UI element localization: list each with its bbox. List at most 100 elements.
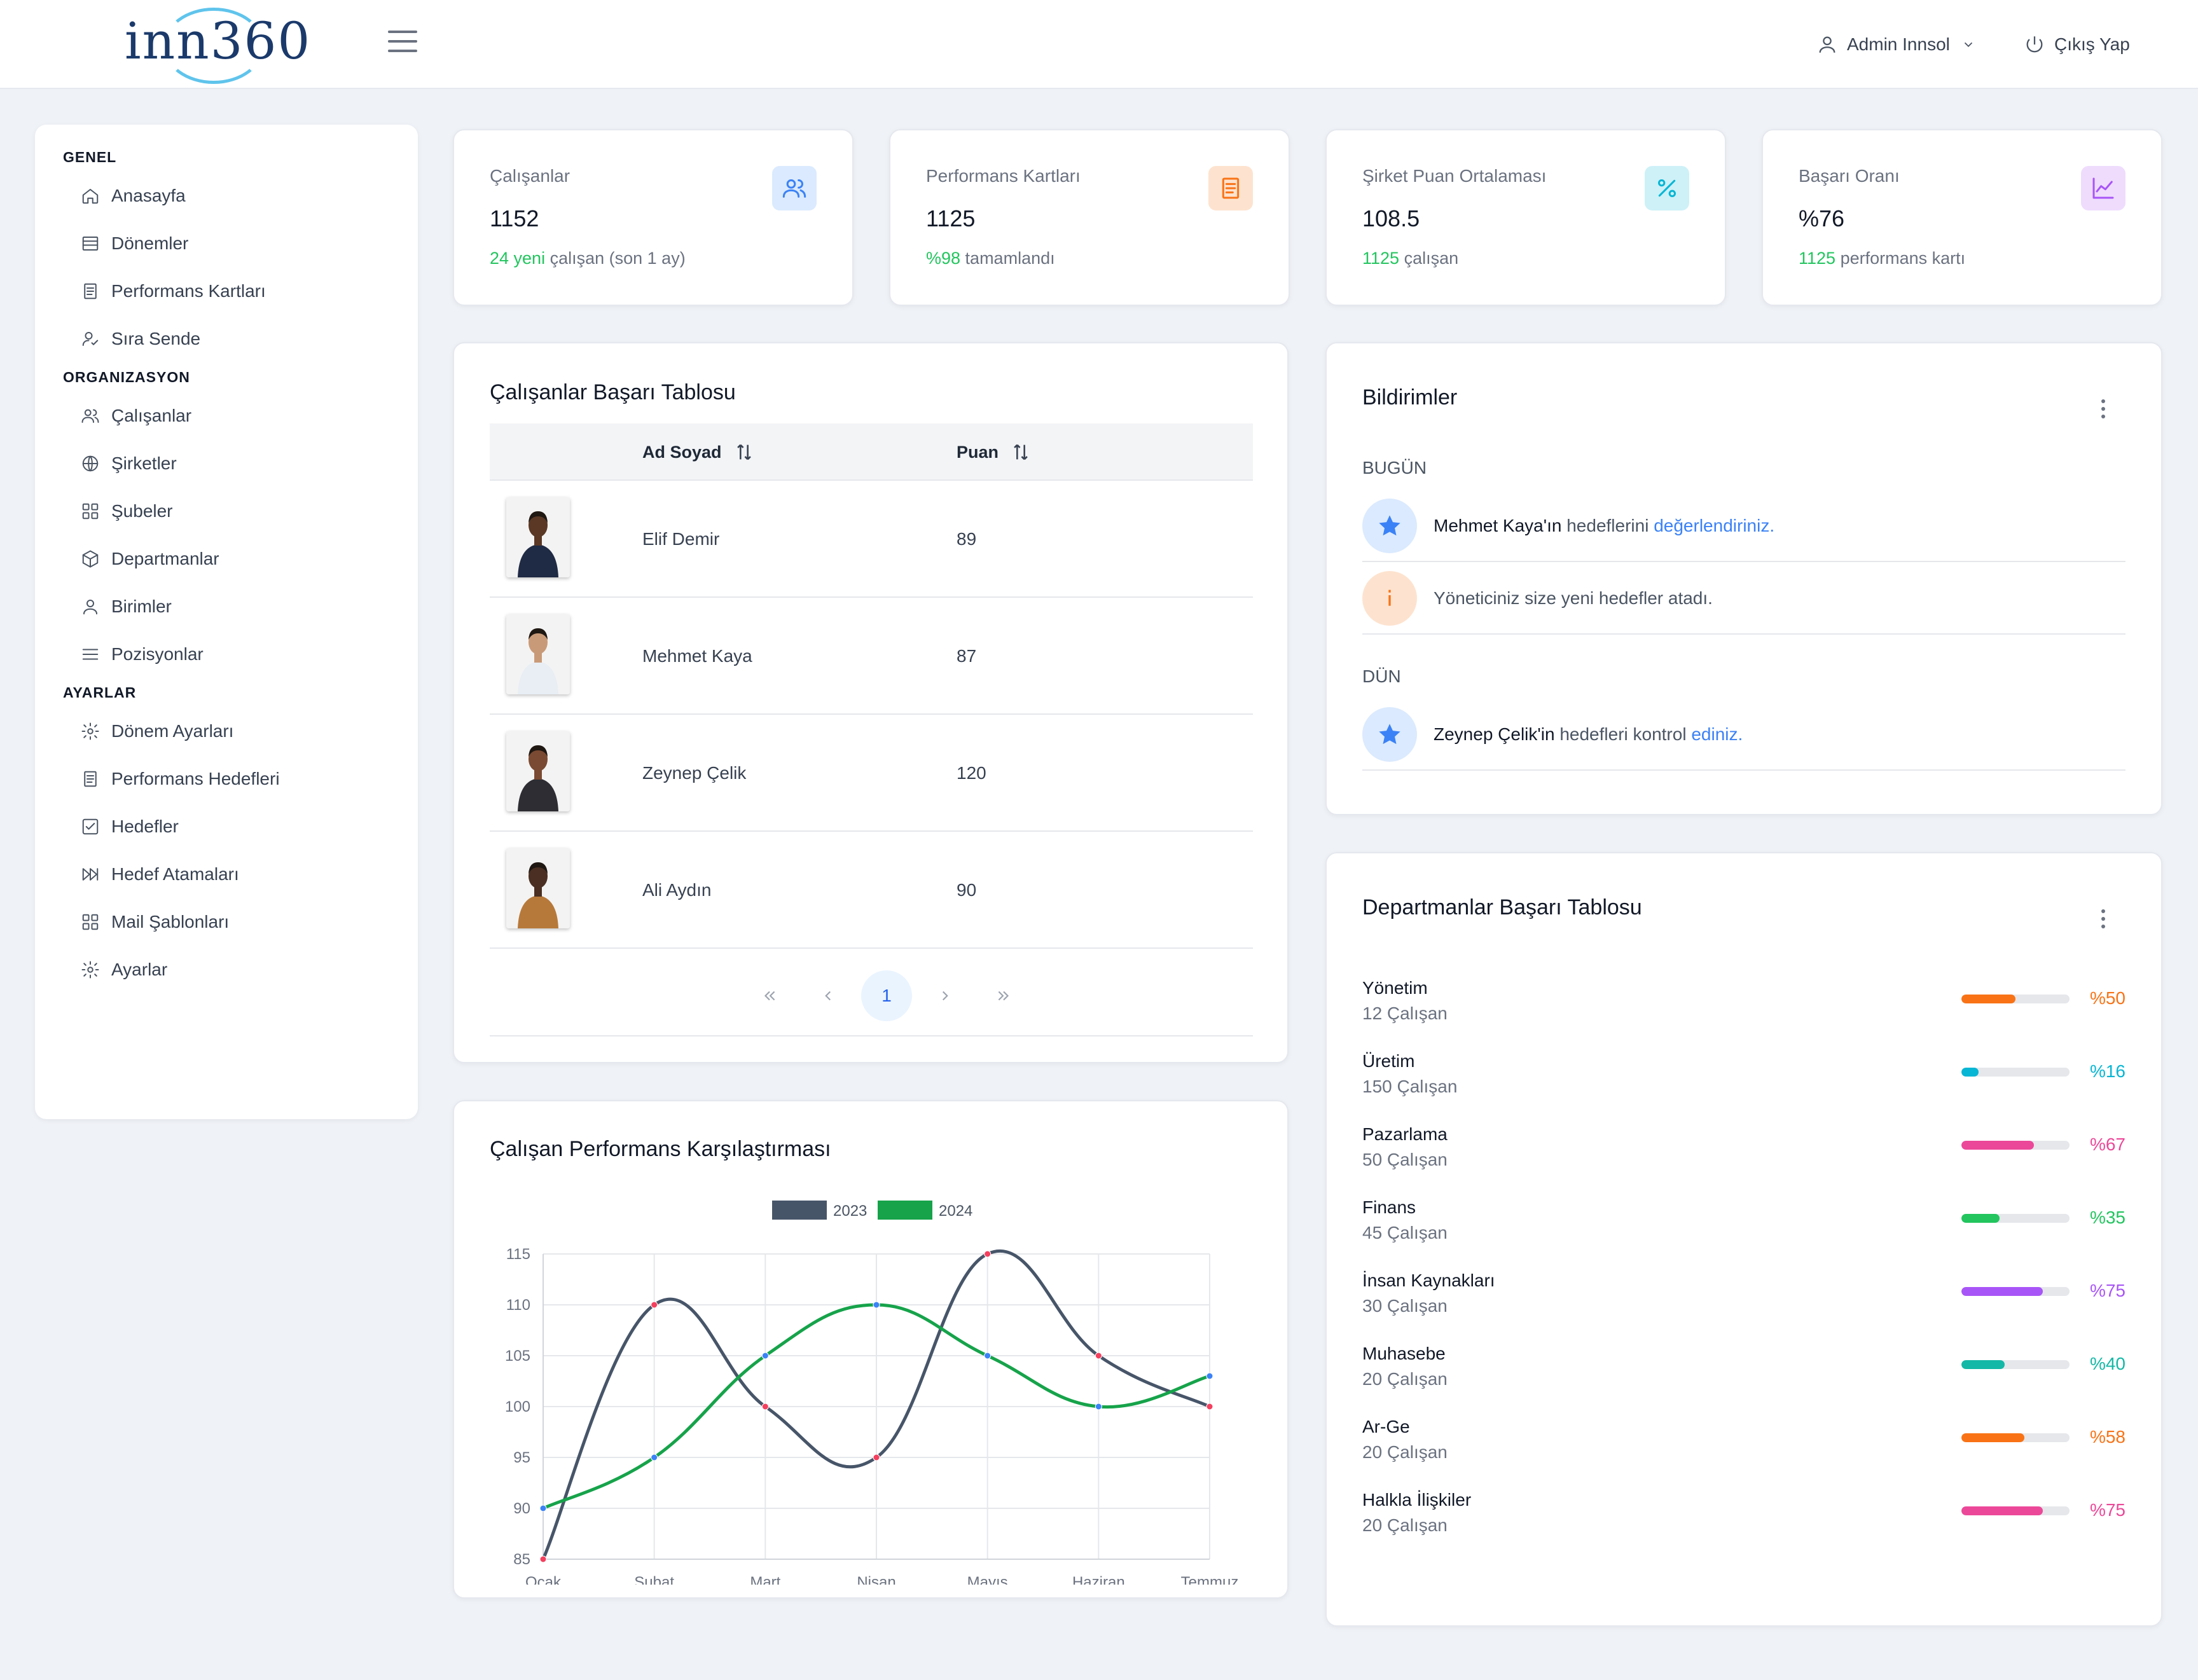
department-item[interactable]: İnsan Kaynakları 30 Çalışan %75 (1362, 1270, 2125, 1334)
series-line-2023 (541, 1249, 1211, 1560)
department-item[interactable]: Halkla İlişkiler 20 Çalışan %75 (1362, 1490, 2125, 1553)
department-item[interactable]: Pazarlama 50 Çalışan %67 (1362, 1124, 2125, 1188)
user-check-icon (81, 329, 100, 348)
notification-link[interactable]: değerlendiriniz. (1654, 516, 1775, 535)
notification-link[interactable]: ediniz. (1691, 724, 1743, 744)
stat-value: 1152 (490, 205, 539, 231)
prev-page-button[interactable] (803, 970, 854, 1021)
sidebar-item-dönemler[interactable]: Dönemler (81, 226, 399, 261)
sidebar-item-departmanlar[interactable]: Departmanlar (81, 541, 399, 577)
notification-message: hedefleri kontrol (1554, 724, 1692, 744)
sidebar-item-şirketler[interactable]: Şirketler (81, 446, 399, 481)
department-item[interactable]: Ar-Ge 20 Çalışan %58 (1362, 1417, 2125, 1480)
employee-score: 89 (957, 529, 977, 549)
table-row[interactable]: Ali Aydın 90 (490, 832, 1253, 949)
logout-button[interactable]: Çıkış Yap (2024, 31, 2130, 59)
legend-swatch-2024 (878, 1201, 932, 1220)
department-name: Halkla İlişkiler (1362, 1490, 1472, 1510)
globe-icon (81, 454, 100, 473)
x-tick-label: Şubat (634, 1574, 674, 1585)
department-progress-fill (1961, 1287, 2043, 1296)
department-progress-bar (1961, 995, 2070, 1003)
sort-score-header[interactable]: Puan (957, 441, 1032, 463)
employee-score: 87 (957, 646, 977, 666)
menu-toggle-button[interactable] (388, 31, 417, 56)
department-percent: %58 (2089, 1427, 2125, 1447)
document-icon (81, 769, 100, 788)
percent-icon (1645, 166, 1689, 210)
data-point-2023 (761, 1403, 769, 1410)
department-count: 150 Çalışan (1362, 1077, 1458, 1096)
stat-card: Performans Kartları 1125 %98 tamamlandı (889, 129, 1290, 306)
sidebar-item-pozisyonlar[interactable]: Pozisyonlar (81, 637, 399, 672)
stat-value: 108.5 (1362, 205, 1420, 231)
data-point-2024 (761, 1352, 769, 1360)
next-page-button[interactable] (920, 970, 971, 1021)
sidebar-item-performans-hedefleri[interactable]: Performans Hedefleri (81, 761, 399, 797)
table-row[interactable]: Elif Demir 89 (490, 481, 1253, 598)
grid-icon (81, 502, 100, 521)
sidebar-item-ayarlar[interactable]: Ayarlar (81, 952, 399, 988)
first-page-button[interactable] (744, 970, 795, 1021)
sidebar-item-şubeler[interactable]: Şubeler (81, 493, 399, 529)
employee-name: Elif Demir (642, 529, 720, 549)
legend-label: 2023 (833, 1202, 867, 1220)
data-point-2024 (651, 1454, 658, 1461)
department-progress-fill (1961, 1506, 2043, 1515)
notification-subject: Zeynep Çelik'in (1434, 724, 1555, 744)
chart-title: Çalışan Performans Karşılaştırması (490, 1137, 831, 1161)
user-icon (81, 597, 100, 616)
sidebar-item-mail-şablonları[interactable]: Mail Şablonları (81, 904, 399, 940)
sidebar-item-hedefler[interactable]: Hedefler (81, 809, 399, 844)
sidebar-item-dönem-ayarları[interactable]: Dönem Ayarları (81, 713, 399, 749)
department-item[interactable]: Muhasebe 20 Çalışan %40 (1362, 1344, 2125, 1407)
user-menu[interactable]: Admin Innsol (1816, 31, 1975, 59)
department-percent: %16 (2089, 1061, 2125, 1081)
y-tick-label: 110 (506, 1297, 530, 1314)
sidebar-item-çalışanlar[interactable]: Çalışanlar (81, 398, 399, 434)
sidebar-item-birimler[interactable]: Birimler (81, 589, 399, 624)
sort-name-header[interactable]: Ad Soyad (642, 441, 755, 463)
sidebar-item-label: Şubeler (111, 501, 173, 521)
department-item[interactable]: Üretim 150 Çalışan %16 (1362, 1051, 2125, 1115)
department-count: 20 Çalışan (1362, 1442, 1448, 1462)
logout-label: Çıkış Yap (2054, 34, 2130, 54)
chevron-down-icon (1961, 38, 1975, 52)
table-row[interactable]: Mehmet Kaya 87 (490, 598, 1253, 715)
departments-more-button[interactable] (2094, 903, 2113, 935)
notification-item[interactable]: Zeynep Çelik'in hedefleri kontrol ediniz… (1362, 699, 2125, 771)
notifications-more-button[interactable] (2094, 393, 2113, 425)
sidebar-item-label: Çalışanlar (111, 406, 192, 425)
sidebar-item-label: Mail Şablonları (111, 912, 230, 932)
sidebar-item-label: Hedefler (111, 816, 179, 836)
stat-subtext: 1125 çalışan (1362, 249, 1458, 268)
sidebar-section-title: AYARLAR (63, 684, 137, 701)
sidebar-item-anasayfa[interactable]: Anasayfa (81, 178, 399, 214)
employees-table-title: Çalışanlar Başarı Tablosu (490, 380, 736, 404)
sidebar-item-label: Departmanlar (111, 549, 219, 568)
notification-item[interactable]: Yöneticiniz size yeni hedefler atadı. (1362, 563, 2125, 635)
sidebar: GENEL Anasayfa Dönemler Performans Kartları… (35, 125, 418, 1119)
sidebar-item-label: Dönem Ayarları (111, 721, 234, 741)
user-icon (1816, 34, 1838, 55)
department-progress-bar (1961, 1068, 2070, 1077)
department-item[interactable]: Finans 45 Çalışan %35 (1362, 1197, 2125, 1261)
data-point-2023 (1095, 1352, 1102, 1360)
table-row[interactable]: Zeynep Çelik 120 (490, 715, 1253, 832)
department-item[interactable]: Yönetim 12 Çalışan %50 (1362, 978, 2125, 1042)
department-percent: %35 (2089, 1208, 2125, 1227)
notification-subject: Mehmet Kaya'ın (1434, 516, 1562, 535)
stat-card: Çalışanlar 1152 24 yeni çalışan (son 1 a… (453, 129, 854, 306)
page-button-current[interactable]: 1 (861, 970, 912, 1021)
x-tick-label: Temmuz (1181, 1574, 1239, 1585)
app-logo[interactable]: inn360 (125, 6, 310, 86)
department-name: Yönetim (1362, 978, 1428, 998)
sidebar-item-sıra-sende[interactable]: Sıra Sende (81, 321, 399, 357)
sidebar-item-performans-kartları[interactable]: Performans Kartları (81, 273, 399, 309)
col-score-label: Puan (957, 442, 999, 462)
sidebar-item-hedef-atamaları[interactable]: Hedef Atamaları (81, 857, 399, 892)
last-page-button[interactable] (978, 970, 1029, 1021)
employee-score: 90 (957, 880, 977, 900)
document-icon (1208, 166, 1253, 210)
notification-item[interactable]: Mehmet Kaya'ın hedeflerini değerlendirin… (1362, 491, 2125, 562)
